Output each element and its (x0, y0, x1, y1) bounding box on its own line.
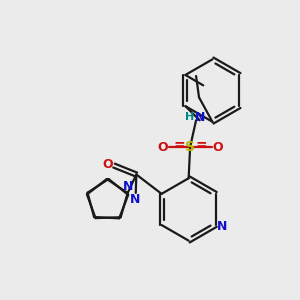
Text: O: O (212, 140, 223, 154)
Text: O: O (103, 158, 113, 171)
Text: N: N (130, 193, 140, 206)
Text: =: = (173, 138, 184, 152)
Text: H: H (185, 112, 194, 122)
Text: S: S (185, 140, 195, 154)
Text: N: N (123, 180, 134, 193)
Text: N: N (194, 111, 205, 124)
Text: O: O (158, 140, 168, 154)
Text: =: = (196, 138, 207, 152)
Text: N: N (217, 220, 227, 233)
